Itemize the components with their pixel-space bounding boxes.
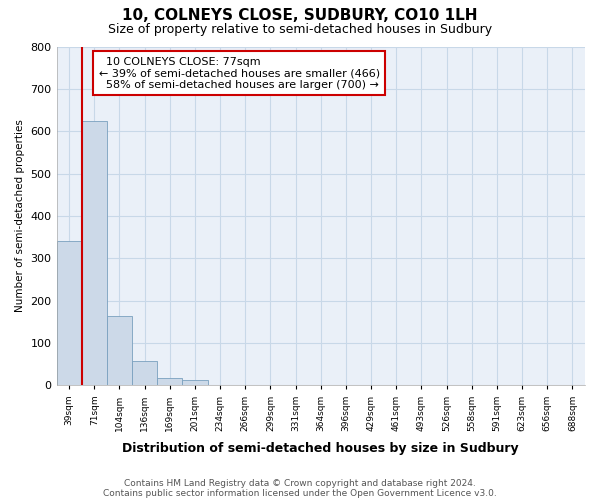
Y-axis label: Number of semi-detached properties: Number of semi-detached properties bbox=[15, 120, 25, 312]
Bar bbox=[56, 240, 82, 386]
Bar bbox=[107, 316, 132, 386]
Bar bbox=[132, 361, 157, 386]
Bar bbox=[157, 378, 182, 386]
Bar bbox=[182, 380, 208, 386]
Text: Size of property relative to semi-detached houses in Sudbury: Size of property relative to semi-detach… bbox=[108, 22, 492, 36]
X-axis label: Distribution of semi-detached houses by size in Sudbury: Distribution of semi-detached houses by … bbox=[122, 442, 519, 455]
Text: 10, COLNEYS CLOSE, SUDBURY, CO10 1LH: 10, COLNEYS CLOSE, SUDBURY, CO10 1LH bbox=[122, 8, 478, 22]
Text: Contains HM Land Registry data © Crown copyright and database right 2024.: Contains HM Land Registry data © Crown c… bbox=[124, 478, 476, 488]
Text: Contains public sector information licensed under the Open Government Licence v3: Contains public sector information licen… bbox=[103, 488, 497, 498]
Bar bbox=[82, 120, 107, 386]
Text: 10 COLNEYS CLOSE: 77sqm
← 39% of semi-detached houses are smaller (466)
  58% of: 10 COLNEYS CLOSE: 77sqm ← 39% of semi-de… bbox=[99, 56, 380, 90]
